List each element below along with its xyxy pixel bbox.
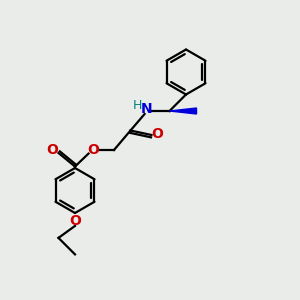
Text: O: O: [152, 127, 164, 140]
Text: O: O: [87, 143, 99, 157]
Polygon shape: [169, 108, 196, 114]
Text: O: O: [69, 214, 81, 228]
Text: N: N: [141, 102, 153, 116]
Text: H: H: [133, 99, 142, 112]
Text: O: O: [46, 143, 58, 157]
